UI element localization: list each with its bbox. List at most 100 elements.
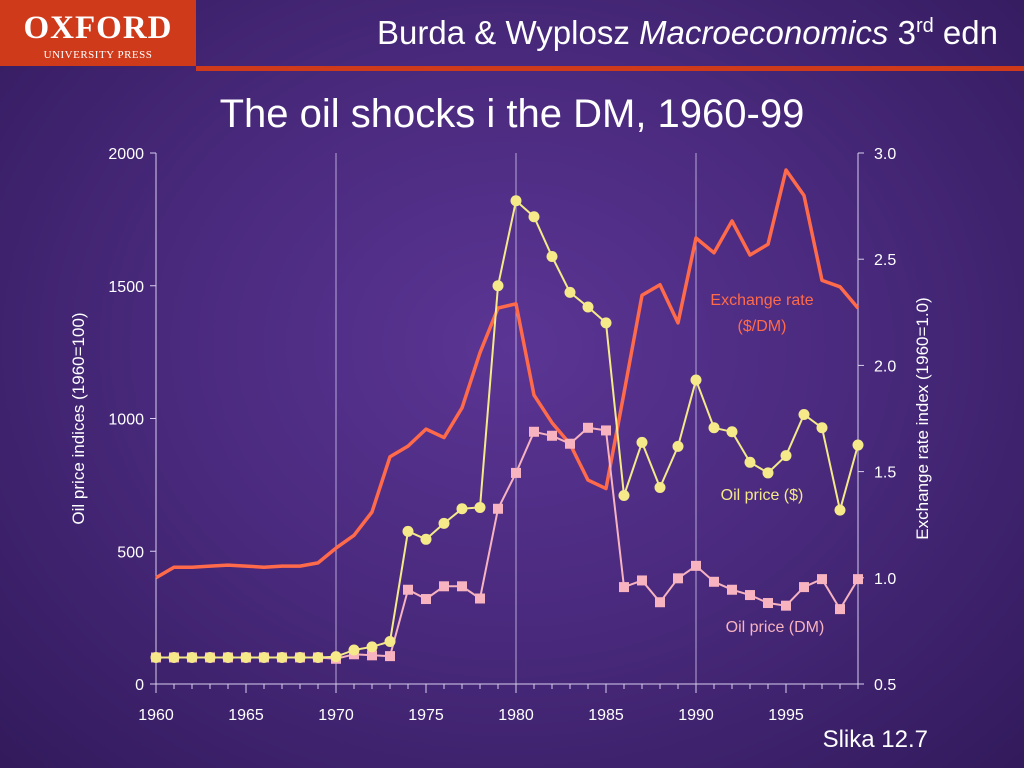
point-oil-price-1986 <box>618 489 630 501</box>
point-oil-price-dm-1982 <box>547 430 557 441</box>
oxford-logo: OXFORD UNIVERSITY PRESS <box>0 0 196 66</box>
series-label-oil-price-usd: Oil price ($) <box>721 487 804 504</box>
point-oil-price-1996 <box>798 409 810 421</box>
point-oil-price-1974 <box>402 525 414 537</box>
x-tick-label-1985: 1985 <box>588 707 624 724</box>
point-oil-price-1998 <box>834 504 846 516</box>
point-oil-price-1982 <box>546 251 558 263</box>
left-y-tick-label-2000: 2000 <box>108 146 144 163</box>
left-y-tick-label-1000: 1000 <box>108 412 144 429</box>
point-oil-price-1975 <box>420 533 432 545</box>
point-oil-price-1989 <box>672 440 684 452</box>
point-oil-price-dm-1988 <box>655 597 665 608</box>
point-oil-price-dm-1993 <box>745 590 755 601</box>
book-edition-suffix: rd <box>915 15 934 37</box>
point-oil-price-dm-1976 <box>439 581 449 592</box>
point-oil-price-1976 <box>438 517 450 529</box>
point-oil-price-dm-1983 <box>565 438 575 449</box>
x-tick-label-1995: 1995 <box>768 707 804 724</box>
point-oil-price-dm-1984 <box>583 422 593 433</box>
point-oil-price-1991 <box>708 422 720 434</box>
point-oil-price-1985 <box>600 317 612 329</box>
point-oil-price-1992 <box>726 426 738 438</box>
right-y-axis-title: Exchange rate index (1960=1.0) <box>913 297 932 539</box>
point-oil-price-dm-1987 <box>637 575 647 586</box>
point-oil-price-1993 <box>744 456 756 468</box>
right-y-tick-label-3: 3.0 <box>874 146 896 163</box>
point-oil-price-1973 <box>384 636 396 648</box>
publisher-subtitle: UNIVERSITY PRESS <box>43 49 153 61</box>
point-oil-price-1968 <box>294 651 306 663</box>
point-oil-price-1964 <box>222 651 234 663</box>
point-oil-price-1972 <box>366 641 378 653</box>
point-oil-price-1983 <box>564 286 576 298</box>
point-oil-price-1978 <box>474 501 486 513</box>
point-oil-price-dm-1972 <box>367 650 377 661</box>
book-authors: Burda & Wyplosz <box>377 14 640 51</box>
point-oil-price-dm-1991 <box>709 576 719 587</box>
point-oil-price-dm-1980 <box>511 467 521 478</box>
point-oil-price-1970 <box>330 651 342 663</box>
book-name: Macroeconomics <box>639 14 889 51</box>
point-oil-price-1984 <box>582 301 594 313</box>
book-edition-tail: edn <box>933 14 998 51</box>
point-oil-price-dm-1974 <box>403 584 413 595</box>
point-oil-price-dm-1996 <box>799 582 809 593</box>
right-y-tick-label-2.5: 2.5 <box>874 252 896 269</box>
point-oil-price-dm-1978 <box>475 593 485 604</box>
point-oil-price-1971 <box>348 644 360 656</box>
point-oil-price-dm-1998 <box>835 604 845 615</box>
point-oil-price-1967 <box>276 651 288 663</box>
x-tick-label-1975: 1975 <box>408 707 444 724</box>
left-y-axis-title: Oil price indices (1960=100) <box>69 312 88 524</box>
point-oil-price-dm-1977 <box>457 581 467 592</box>
header-rule <box>196 66 1024 71</box>
x-tick-label-1970: 1970 <box>318 707 354 724</box>
series-line-exchange-rate-dm <box>155 168 860 580</box>
point-oil-price-1994 <box>762 467 774 479</box>
point-oil-price-1960 <box>150 651 162 663</box>
publisher-name: OXFORD <box>23 10 173 46</box>
series-label-oil-price-dm: Oil price (DM) <box>726 619 825 636</box>
point-oil-price-dm-1989 <box>673 573 683 584</box>
book-title: Burda & Wyplosz Macroeconomics 3rd edn <box>377 14 998 52</box>
point-oil-price-dm-1994 <box>763 598 773 609</box>
series-line-oil-price <box>156 199 859 659</box>
point-oil-price-1999 <box>852 439 864 451</box>
point-oil-price-1980 <box>510 195 522 207</box>
point-oil-price-1961 <box>168 651 180 663</box>
series-label-exchange-rate-line2: ($/DM) <box>738 318 787 335</box>
right-y-tick-label-1: 1.0 <box>874 571 896 588</box>
point-oil-price-dm-1986 <box>619 582 629 593</box>
x-tick-label-1980: 1980 <box>498 707 534 724</box>
point-oil-price-1979 <box>492 280 504 292</box>
point-oil-price-1963 <box>204 651 216 663</box>
point-oil-price-dm-1979 <box>493 503 503 514</box>
figure-caption: Slika 12.7 <box>822 726 928 753</box>
point-oil-price-1966 <box>258 651 270 663</box>
point-oil-price-dm-1990 <box>691 560 701 571</box>
point-oil-price-1990 <box>690 374 702 386</box>
left-y-tick-label-0: 0 <box>135 677 144 694</box>
point-oil-price-dm-1973 <box>385 651 395 662</box>
point-oil-price-1962 <box>186 651 198 663</box>
book-edition-number: 3 <box>888 14 916 51</box>
point-oil-price-dm-1985 <box>601 425 611 436</box>
point-oil-price-dm-1999 <box>853 574 863 585</box>
point-oil-price-dm-1995 <box>781 600 791 611</box>
x-tick-label-1960: 1960 <box>138 707 174 724</box>
right-y-tick-label-0.5: 0.5 <box>874 677 896 694</box>
point-oil-price-dm-1975 <box>421 594 431 605</box>
point-oil-price-1969 <box>312 651 324 663</box>
point-oil-price-1981 <box>528 211 540 223</box>
right-y-tick-label-2: 2.0 <box>874 358 896 375</box>
right-y-tick-label-1.5: 1.5 <box>874 465 896 482</box>
left-y-tick-label-500: 500 <box>117 544 144 561</box>
left-y-tick-label-1500: 1500 <box>108 279 144 296</box>
x-tick-label-1990: 1990 <box>678 707 714 724</box>
x-tick-label-1965: 1965 <box>228 707 264 724</box>
point-oil-price-1995 <box>780 450 792 462</box>
point-oil-price-1997 <box>816 422 828 434</box>
point-oil-price-1988 <box>654 482 666 494</box>
